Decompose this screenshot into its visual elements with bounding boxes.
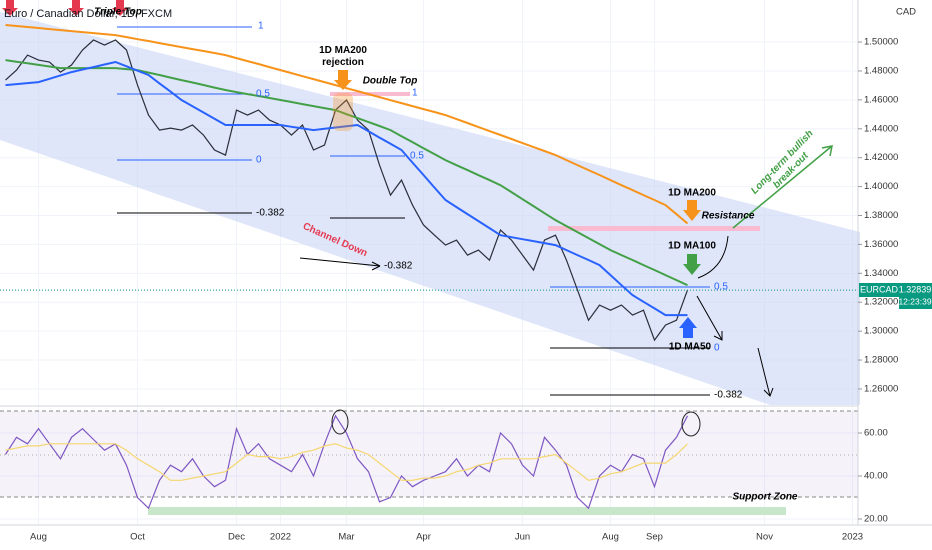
annotation: 1D MA100 [668, 241, 716, 252]
annotation: Double Top [363, 76, 418, 87]
countdown: 12:23:39 [898, 296, 931, 306]
arrow-down [683, 254, 701, 275]
top-highlight [333, 93, 353, 131]
annotation: 0.5 [410, 151, 424, 162]
annotation: 0.5 [256, 89, 270, 100]
arrow-breakout [732, 145, 833, 229]
arrow-down [68, 0, 84, 16]
annotation: 0 [714, 343, 720, 354]
annotation: -0.382 [384, 261, 413, 272]
y-tick-label: 1.32000 [864, 297, 898, 308]
y-tick-label: 1.44000 [864, 123, 898, 134]
arrow-curve [697, 235, 729, 279]
series-line [5, 443, 688, 481]
y-tick-label: 1.36000 [864, 239, 898, 250]
y-tick-label: 1.38000 [864, 210, 898, 221]
y-tick-label: 1.26000 [864, 383, 898, 394]
arrow-line [299, 257, 381, 267]
arrow-down [683, 200, 701, 221]
annotation: 0 [256, 155, 262, 166]
arrow-head [371, 261, 381, 271]
x-tick-label: Aug [30, 532, 47, 543]
annotation: Support Zone [733, 492, 798, 503]
annotation: -0.382 [714, 390, 743, 401]
x-tick-label: Dec [228, 532, 245, 543]
annotation: Resistance [702, 211, 755, 222]
x-tick-label: 2023 [842, 532, 863, 543]
y-tick-label: 1.46000 [864, 94, 898, 105]
x-tick-label: Nov [756, 532, 773, 543]
y-axis-label: CAD [896, 7, 916, 18]
price-badge [899, 283, 932, 309]
y-tick-label: 40.00 [864, 471, 888, 482]
y-tick-label: 1.50000 [864, 37, 898, 48]
x-tick-label: 2022 [270, 532, 291, 543]
arrow-down [334, 70, 352, 90]
annotation-line: 1D MA200 [319, 45, 367, 56]
annotation: 1D MA200 [668, 188, 716, 199]
annotation: -0.382 [256, 208, 285, 219]
y-tick-label: 1.40000 [864, 181, 898, 192]
arrow-drop [757, 347, 774, 397]
arrow-down [2, 0, 18, 16]
series-line [4, 414, 689, 510]
x-tick-label: Jun [515, 532, 530, 543]
fib-levels [117, 26, 760, 396]
y-tick-label: 1.34000 [864, 268, 898, 279]
x-tick-label: Sep [646, 532, 663, 543]
y-tick-label: 20.00 [864, 514, 888, 525]
x-tick-label: Aug [602, 532, 619, 543]
y-tick-label: 1.42000 [864, 152, 898, 163]
channel-down [0, 12, 860, 405]
support-zone-band [148, 507, 786, 515]
last-price: 1.32839 [899, 284, 932, 294]
annotation: 1D MA50 [669, 342, 712, 353]
x-tick-label: Mar [338, 532, 354, 543]
annotation: 1 [258, 21, 264, 32]
y-tick-label: 1.28000 [864, 355, 898, 366]
series-line [5, 24, 689, 225]
x-tick-label: Apr [416, 532, 431, 543]
annotation: Triple Top [94, 7, 142, 18]
chart-title: Euro / Canadian Dollar, 1D, FXCM [4, 8, 172, 20]
resistance-band [548, 226, 760, 231]
y-tick-label: 60.00 [864, 428, 888, 439]
rsi-circle [681, 411, 701, 437]
series-line [5, 39, 689, 342]
annotation: 1 [412, 88, 418, 99]
y-tick-label: 1.48000 [864, 65, 898, 76]
rsi-band [0, 411, 858, 497]
y-tick-label: 1.30000 [864, 326, 898, 337]
annotation: 0.5 [714, 282, 728, 293]
annotation-line: rejection [322, 57, 364, 68]
arrow-up [679, 317, 697, 338]
arrows [2, 0, 833, 437]
series-line [5, 59, 688, 287]
arrow-drop [696, 295, 723, 341]
series-line [5, 60, 688, 317]
symbol-badge [859, 283, 899, 297]
arrow-down [112, 0, 128, 16]
rsi-circle [331, 409, 349, 435]
annotation: 1D MA200 rejection [319, 45, 367, 68]
symbol: EURCAD [860, 284, 899, 294]
plot [0, 24, 858, 510]
x-tick-label: Oct [130, 532, 145, 543]
